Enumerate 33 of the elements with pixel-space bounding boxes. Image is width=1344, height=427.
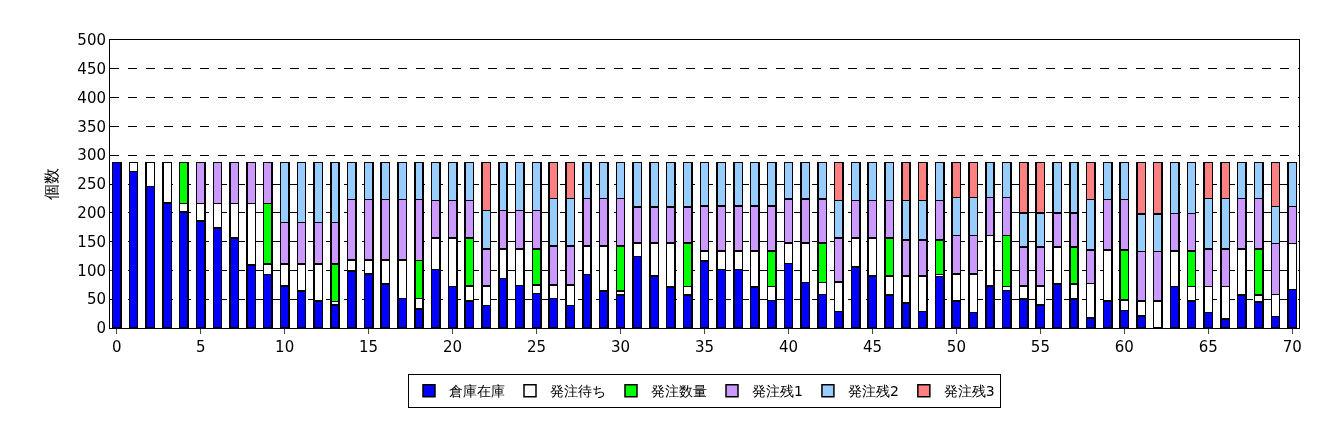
legend-label: 発注残3 [943,383,995,400]
y-axis-title: 個数 [42,168,62,200]
x-tick-label: 0 [111,338,122,356]
y-tick-label: 250 [77,175,106,194]
x-tick-label: 10 [275,338,295,356]
y-tick-label: 0 [96,319,106,338]
legend-label: 倉庫在庫 [449,383,505,400]
y-tick-label: 50 [86,290,106,309]
y-tick-label: 350 [77,117,106,136]
x-tick-label: 35 [694,338,715,356]
y-tick-label: 150 [77,232,106,251]
x-tick-label: 50 [946,338,966,356]
x-tick-label: 25 [527,338,547,356]
x-tick-label: 60 [1114,338,1134,356]
x-tick-label: 5 [195,338,206,356]
x-tick-label: 30 [610,338,631,356]
x-tick-label: 65 [1198,338,1218,356]
x-tick-label: 40 [778,338,799,356]
y-tick-label: 200 [77,204,106,223]
y-tick-label: 300 [77,146,106,165]
y-tick-label: 400 [77,88,106,107]
x-tick-label: 45 [862,338,882,356]
x-tick-label: 20 [443,338,463,356]
legend-label: 発注待ち [550,383,606,400]
legend-label: 発注残2 [847,383,899,400]
y-tick-label: 500 [77,31,106,50]
x-tick-label: 70 [1282,338,1302,356]
y-tick-label: 100 [77,261,106,280]
legend-label: 発注数量 [651,383,707,400]
x-tick-label: 55 [1030,338,1050,356]
y-tick-label: 450 [77,60,106,79]
legend-label: 発注残1 [752,383,803,400]
x-tick-label: 15 [359,338,379,356]
